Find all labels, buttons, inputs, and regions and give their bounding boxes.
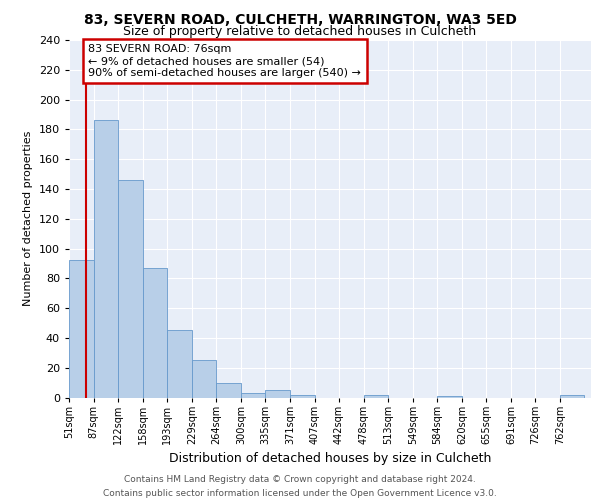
Bar <box>192 360 216 398</box>
Bar <box>560 394 584 398</box>
X-axis label: Distribution of detached houses by size in Culcheth: Distribution of detached houses by size … <box>169 452 491 465</box>
Bar <box>143 268 167 398</box>
Bar <box>118 180 143 398</box>
Bar <box>69 260 94 398</box>
Bar <box>437 396 462 398</box>
Text: Size of property relative to detached houses in Culcheth: Size of property relative to detached ho… <box>124 25 476 38</box>
Y-axis label: Number of detached properties: Number of detached properties <box>23 131 33 306</box>
Bar <box>216 382 241 398</box>
Text: Contains HM Land Registry data © Crown copyright and database right 2024.
Contai: Contains HM Land Registry data © Crown c… <box>103 476 497 498</box>
Bar <box>364 394 388 398</box>
Text: 83, SEVERN ROAD, CULCHETH, WARRINGTON, WA3 5ED: 83, SEVERN ROAD, CULCHETH, WARRINGTON, W… <box>83 12 517 26</box>
Bar <box>241 393 265 398</box>
Bar <box>167 330 192 398</box>
Text: 83 SEVERN ROAD: 76sqm
← 9% of detached houses are smaller (54)
90% of semi-detac: 83 SEVERN ROAD: 76sqm ← 9% of detached h… <box>88 44 361 78</box>
Bar <box>94 120 118 398</box>
Bar <box>290 394 315 398</box>
Bar <box>265 390 290 398</box>
